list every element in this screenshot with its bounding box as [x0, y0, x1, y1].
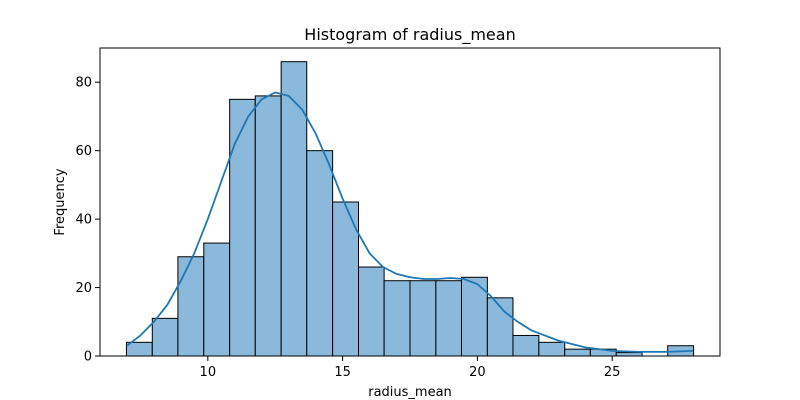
- histogram-bar-7: [306, 150, 334, 357]
- histogram-bar-2: [177, 256, 205, 357]
- y-tick-label: 80: [75, 76, 92, 91]
- histogram-bar-9: [358, 266, 385, 357]
- x-axis-ticks: 10 15 20 25: [200, 356, 621, 380]
- chart-title: Histogram of radius_mean: [304, 25, 515, 45]
- x-axis-label: radius_mean: [368, 385, 452, 400]
- histogram-bar-13: [460, 276, 488, 357]
- x-tick-label: 20: [469, 365, 486, 380]
- y-tick-label: 40: [75, 213, 92, 228]
- x-tick-label: 25: [604, 365, 621, 380]
- histogram-bar-19: [615, 352, 643, 357]
- y-tick-label: 60: [75, 144, 92, 159]
- histogram-bar-12: [435, 280, 462, 357]
- histogram-bar-5: [254, 95, 282, 357]
- histogram-bar-11: [409, 280, 437, 357]
- histogram-bar-4: [229, 98, 256, 357]
- kde-line: [126, 91, 694, 353]
- histogram-bar-3: [203, 242, 231, 357]
- bars-group: [125, 61, 695, 357]
- y-axis-label: Frequency: [53, 168, 68, 235]
- histogram-bar-16: [538, 341, 566, 357]
- y-tick-label: 0: [84, 350, 92, 365]
- histogram-bar-10: [383, 280, 411, 357]
- x-tick-label: 15: [334, 365, 351, 380]
- histogram-bar-6: [280, 61, 308, 357]
- x-tick-label: 10: [200, 365, 217, 380]
- y-tick-label: 20: [75, 281, 92, 296]
- histogram-bar-1: [151, 317, 179, 357]
- histogram-bar-15: [512, 334, 540, 357]
- histogram-bar-17: [564, 348, 591, 357]
- y-axis-ticks: 0 20 40 60 80: [75, 76, 100, 365]
- histogram-bar-8: [332, 201, 360, 357]
- plot-frame: [99, 47, 721, 357]
- histogram-bar-0: [125, 341, 153, 357]
